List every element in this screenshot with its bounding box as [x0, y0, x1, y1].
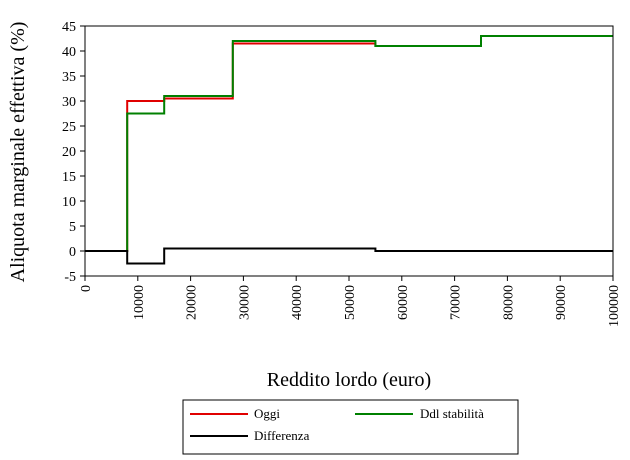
legend-label: Differenza — [254, 428, 310, 443]
y-tick-label: 30 — [62, 95, 76, 110]
y-tick-label: 35 — [62, 70, 76, 85]
y-tick-label: 45 — [62, 20, 76, 35]
legend-box — [182, 399, 519, 455]
plot-frame — [84, 25, 614, 277]
x-tick-label: 30000 — [237, 285, 252, 320]
x-axis-title: Reddito lordo (euro) — [267, 369, 431, 391]
y-axis-title: Aliquota marginale effettiva (%) — [7, 22, 29, 283]
series-line-oggi — [85, 35, 613, 252]
y-tick-label: 25 — [62, 120, 76, 135]
x-tick-label: 40000 — [290, 285, 305, 320]
x-tick-label: 100000 — [607, 285, 622, 327]
y-tick-label: 20 — [62, 145, 76, 160]
legend: Oggi Ddl stabilità Differenza — [182, 399, 519, 455]
y-tick-label: 40 — [62, 45, 76, 60]
x-tick-label: 20000 — [185, 285, 200, 320]
x-tick-label: 50000 — [343, 285, 358, 320]
x-tick-label: 70000 — [449, 285, 464, 320]
plot-area — [85, 35, 613, 265]
x-tick-label: 10000 — [132, 285, 147, 320]
y-tick-label: 15 — [62, 170, 76, 185]
y-tick-label: -5 — [64, 270, 76, 285]
y-tick-label: 10 — [62, 195, 76, 210]
x-tick-label: 0 — [79, 285, 94, 292]
series-line-ddl-stabilita — [85, 35, 613, 252]
series-line-differenza — [85, 247, 613, 265]
y-tick-label: 5 — [69, 220, 76, 235]
x-tick-label: 80000 — [501, 285, 516, 320]
legend-label: Ddl stabilità — [420, 406, 484, 421]
x-tick-label: 90000 — [554, 285, 569, 320]
legend-label: Oggi — [254, 406, 280, 421]
x-tick-label: 60000 — [396, 285, 411, 320]
y-tick-label: 0 — [69, 245, 76, 260]
